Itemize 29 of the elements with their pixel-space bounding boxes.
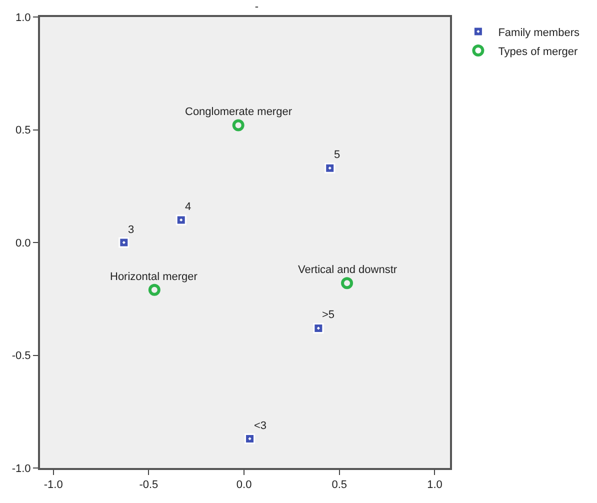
point bbox=[341, 277, 354, 290]
y-tick-label: -1.0 bbox=[12, 462, 31, 475]
annotation: 4 bbox=[185, 201, 192, 213]
annotation: Conglomerate merger bbox=[185, 106, 292, 118]
point bbox=[313, 322, 324, 334]
annotation: <3 bbox=[254, 420, 267, 432]
x-tick-label: 0.0 bbox=[236, 479, 252, 492]
x-tick-label: 1.0 bbox=[427, 479, 442, 492]
y-tick-label: 1.0 bbox=[16, 12, 31, 24]
legend-label: Types of merger bbox=[498, 46, 578, 58]
point bbox=[232, 119, 244, 132]
y-tick-label: 0.0 bbox=[16, 237, 31, 250]
x-tick-label: -0.5 bbox=[139, 479, 158, 492]
point bbox=[148, 284, 160, 296]
annotation: 3 bbox=[128, 224, 134, 236]
legend-label: Family members bbox=[498, 26, 580, 39]
annotation: Horizontal merger bbox=[110, 271, 198, 283]
point bbox=[244, 433, 256, 444]
chart-title: - bbox=[254, 1, 259, 14]
annotation: Vertical and downstr bbox=[298, 264, 398, 276]
annotation: >5 bbox=[322, 309, 335, 321]
annotation: 5 bbox=[334, 149, 340, 161]
point bbox=[176, 214, 186, 226]
x-tick-label: -1.0 bbox=[44, 479, 63, 492]
x-tick-label: 0.5 bbox=[332, 479, 348, 492]
point bbox=[118, 237, 130, 248]
y-tick-label: -0.5 bbox=[12, 350, 31, 362]
y-tick-label: 0.5 bbox=[16, 124, 31, 137]
point bbox=[324, 162, 336, 174]
